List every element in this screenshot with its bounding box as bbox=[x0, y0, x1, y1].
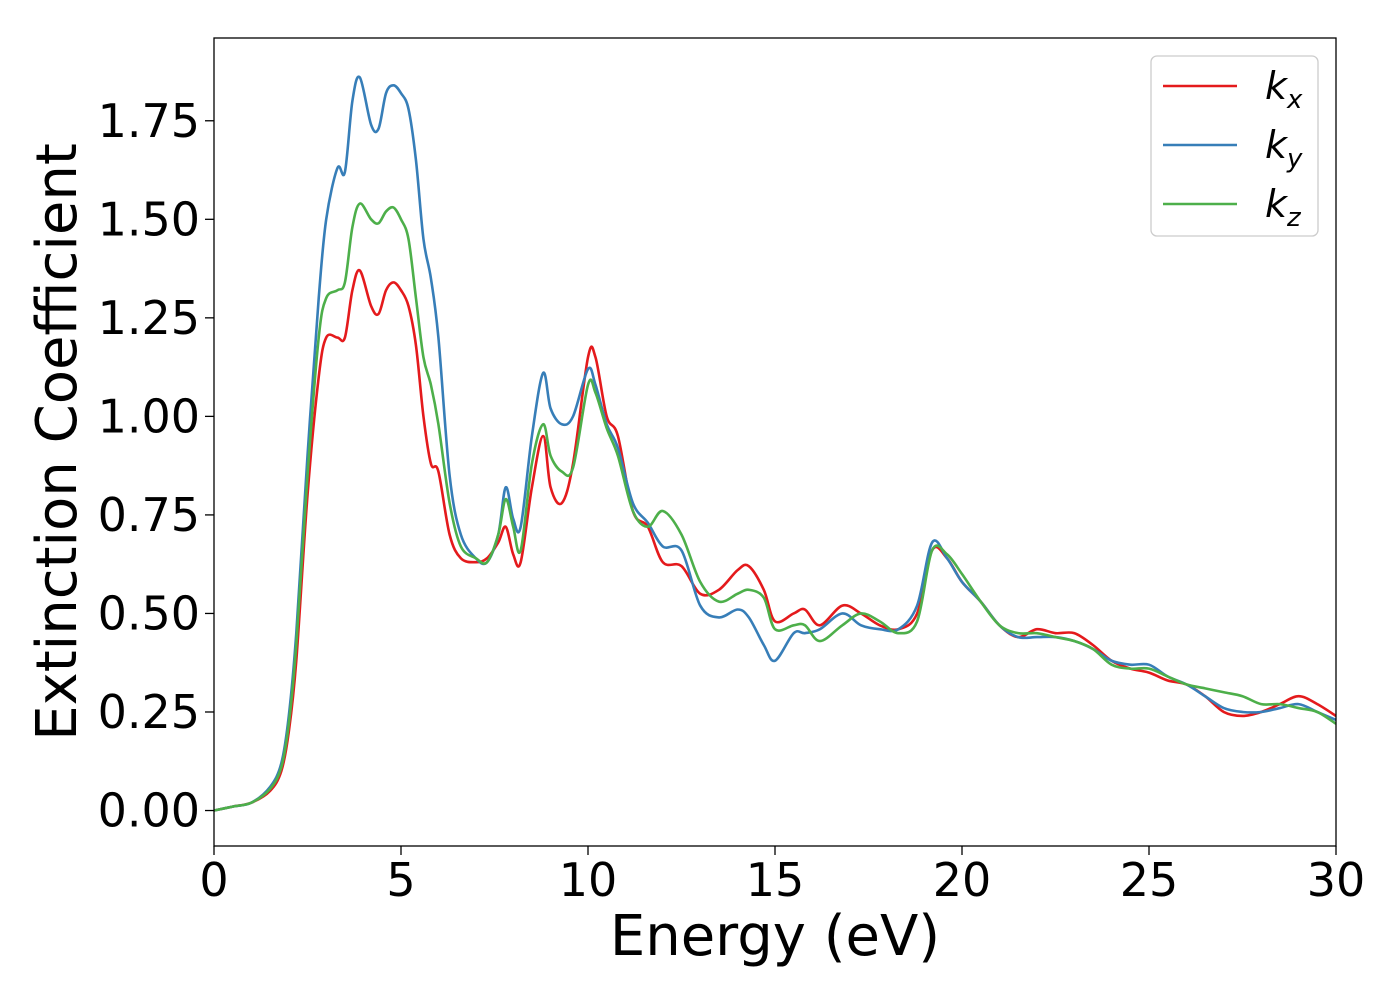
legend-entry-main: k bbox=[1265, 64, 1289, 108]
x-tick-label: 5 bbox=[386, 853, 415, 907]
x-tick-label: 10 bbox=[559, 853, 618, 907]
legend-entry-subscript: y bbox=[1286, 144, 1303, 174]
legend-entry-y: ky bbox=[1265, 123, 1303, 174]
y-axis-label: Extinction Coefficient bbox=[25, 143, 90, 741]
y-tick-label: 0.00 bbox=[98, 784, 200, 838]
x-tick-label: 20 bbox=[933, 853, 992, 907]
y-tick-label: 1.00 bbox=[98, 389, 200, 443]
series-lines bbox=[214, 75, 1336, 812]
y-tick-label: 1.25 bbox=[98, 291, 200, 345]
x-axis-label: Energy (eV) bbox=[610, 904, 940, 969]
y-axis: 0.00 0.25 0.50 0.75 1.00 1.25 1.50 1.75 bbox=[98, 94, 214, 838]
y-tick-label: 1.75 bbox=[98, 94, 200, 148]
legend-entry-subscript: z bbox=[1286, 203, 1302, 233]
y-tick-label: 0.50 bbox=[98, 586, 200, 640]
x-tick-label: 25 bbox=[1120, 853, 1179, 907]
legend-entry-z: kz bbox=[1265, 182, 1302, 233]
y-tick-label: 0.75 bbox=[98, 488, 200, 542]
legend-entry-main: k bbox=[1265, 182, 1289, 226]
y-tick-label: 0.25 bbox=[98, 685, 200, 739]
y-tick-label: 1.50 bbox=[98, 192, 200, 246]
series-line-x bbox=[214, 268, 1336, 812]
x-tick-label: 30 bbox=[1307, 853, 1366, 907]
x-tick-label: 0 bbox=[199, 853, 228, 907]
legend-entry-x: kx bbox=[1265, 64, 1303, 115]
legend-entry-subscript: x bbox=[1286, 85, 1303, 115]
x-tick-label: 15 bbox=[746, 853, 805, 907]
legend-entry-main: k bbox=[1265, 123, 1289, 167]
series-line-z bbox=[214, 202, 1336, 812]
x-axis: 0 5 10 15 20 25 30 bbox=[199, 846, 1365, 907]
